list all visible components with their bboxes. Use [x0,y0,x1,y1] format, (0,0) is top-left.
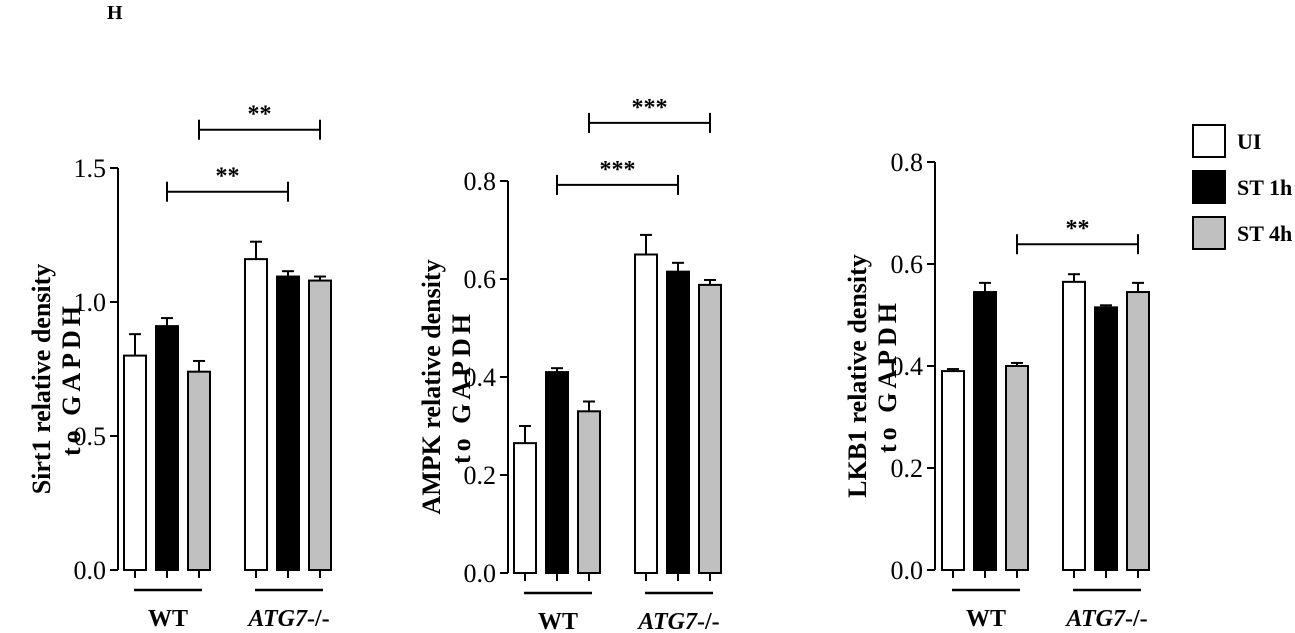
significance-label: ** [248,102,272,128]
bar-ui [513,442,537,574]
bar-ui [634,253,658,574]
chart-panel-2: 0.0 0.2 0.4 0.6 0.8 AMPK relative densityto G… [417,95,722,633]
y-tick-label: 0.4 [464,363,497,392]
group-label-italic: ATG7 [246,606,308,632]
y-axis-label-line2: to GAPDH [57,302,86,456]
y-tick-label: 0.6 [464,265,497,294]
y-axis-label: AMPK relative densityto GAPDH [417,259,476,514]
bar-st-1h [276,275,300,571]
bar-st-1h [155,325,179,571]
y-tick-label: 0.2 [891,454,924,483]
y-tick-label: 1.0 [74,288,107,317]
y-axis-label-line1: LKB1 relative density [843,254,872,498]
y-tick-label: 0.2 [464,461,497,490]
group-label: WT [538,609,578,633]
group-label: ATG7-/- [636,609,719,633]
y-tick-label: 0.0 [464,559,497,588]
bar-st-4h [187,370,211,571]
bar-st-1h [545,371,569,574]
group-label-italic: ATG7 [1064,606,1126,632]
bar-st-4h [308,279,332,571]
y-axis-label: Sirt1 relative densityto GAPDH [27,264,86,495]
y-tick-label: 0.6 [891,250,924,279]
legend: UI ST 1h ST 4h [1192,124,1292,250]
y-axis-label-line1: AMPK relative density [417,259,446,514]
group-label: ATG7-/- [1064,606,1147,632]
group-label-text: WT [148,606,188,632]
group-label-rest: -/- [1125,606,1148,632]
y-tick-label: 0.0 [891,556,924,585]
group-label-rest: -/- [697,609,720,633]
group-label-text: WT [966,606,1006,632]
bar-ui [1062,280,1086,571]
bar-st-4h [698,283,722,574]
y-tick-label: 1.5 [74,154,107,183]
bar-st-4h [1126,291,1150,571]
legend-label: ST 1h [1237,175,1292,200]
legend-label: UI [1237,129,1261,154]
chart-panel-3: 0.0 0.2 0.4 0.6 0.8 LKB1 relative densityto G… [843,148,1150,632]
legend-swatch-st-1h [1192,170,1226,204]
legend-swatch-ui [1192,124,1226,158]
group-label: WT [148,606,188,632]
bar-st-4h [577,410,601,574]
significance-label: ** [1066,216,1090,242]
y-axis-label-line2: to GAPDH [873,299,902,453]
y-tick-label: 0.0 [74,556,107,585]
y-axis-label: LKB1 relative densityto GAPDH [843,254,902,498]
group-label: ATG7-/- [246,606,329,632]
group-label-rest: -/- [307,606,330,632]
bar-st-1h [666,270,690,574]
group-label-text: WT [538,609,578,633]
bar-st-1h [973,291,997,571]
group-label-italic: ATG7 [636,609,698,633]
panel-label: H [107,2,123,24]
y-axis-label-line2: to GAPDH [447,310,476,464]
bar-ui [244,258,268,571]
bar-ui [123,354,147,571]
legend-swatch-st-4h [1192,216,1226,250]
y-tick-label: 0.4 [891,352,924,381]
significance-label: *** [600,157,636,183]
bar-st-1h [1094,306,1118,571]
bar-ui [941,370,965,571]
y-axis-label-line1: Sirt1 relative density [27,264,56,495]
chart-panel-1: 0.0 0.5 1.0 1.5 Sirt1 relative densityto GAP… [27,102,332,632]
y-tick-label: 0.8 [891,148,924,177]
significance-label: ** [216,164,240,190]
significance-label: *** [632,95,668,121]
bar-st-4h [1005,365,1029,571]
y-tick-label: 0.5 [74,422,107,451]
legend-label: ST 4h [1237,221,1292,246]
y-tick-label: 0.8 [464,167,497,196]
group-label: WT [966,606,1006,632]
